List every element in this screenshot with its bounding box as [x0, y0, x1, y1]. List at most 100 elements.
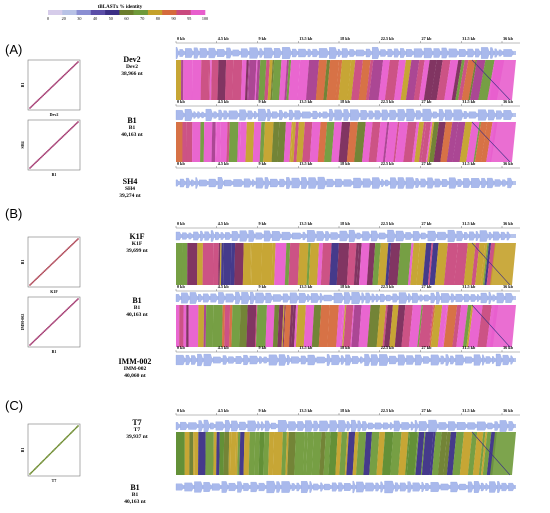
gene-arrow [406, 355, 415, 365]
identity-band [192, 122, 201, 162]
genome-size: 40,060 nt [124, 373, 146, 379]
gene-arrow [492, 356, 496, 364]
dot-plot-point [29, 167, 31, 169]
dot-plot-point [41, 461, 43, 463]
genome-name: B1 [132, 296, 141, 305]
dot-plot-point [69, 68, 72, 70]
identity-band [224, 60, 234, 100]
dot-plot-point [77, 298, 79, 300]
gene-arrow [255, 177, 265, 189]
gene-arrow [397, 354, 406, 366]
dot-plot-point [56, 317, 59, 320]
scale-tick-label: 9 kb [259, 99, 267, 104]
gene-arrow [310, 293, 320, 303]
identity-band [205, 305, 214, 347]
gene-arrow [305, 420, 314, 432]
dot-plot-point [61, 313, 64, 315]
gene-arrow [349, 49, 356, 57]
gene-arrow [420, 232, 428, 240]
identity-band [283, 305, 292, 347]
gene-arrow [313, 483, 321, 491]
gene-arrow [508, 421, 515, 431]
identity-band [295, 305, 306, 347]
gene-arrow [475, 231, 480, 241]
identity-band [311, 305, 322, 347]
gene-arrow [210, 293, 218, 303]
gene-arrow [440, 355, 446, 365]
gene-arrow [193, 111, 198, 119]
identity-band [246, 305, 257, 347]
gene-arrow [249, 355, 259, 365]
gene-arrow [286, 177, 292, 189]
kb-scale: 0 kb 4.5 kb 9 kb 13.5 kb 18 kb 22.5 kb 27 kb 31… [175, 408, 520, 416]
identity-band [427, 243, 434, 285]
dot-plot-point [59, 443, 61, 445]
identity-band [183, 305, 187, 347]
dot-plot: B1 SH4 [20, 119, 81, 177]
scale-tick-label: 22.5 kb [381, 36, 395, 41]
identity-band [462, 305, 472, 347]
gene-arrow [268, 354, 279, 366]
identity-band [281, 305, 285, 347]
identity-band [467, 432, 478, 475]
scale-tick-label: 9 kb [259, 161, 267, 166]
dot-plot-point [50, 146, 53, 149]
dot-plot-point [71, 126, 73, 129]
gene-arrow [308, 177, 318, 189]
dot-plot-point [53, 144, 55, 146]
dot-plot-point [45, 268, 48, 270]
gene-arrow [480, 292, 489, 304]
identity-band [471, 243, 480, 285]
dot-plot-point [57, 256, 60, 259]
identity-band [289, 122, 294, 162]
gene-arrow [175, 231, 182, 241]
dot-plot-point [54, 259, 57, 262]
dot-plot-point [50, 323, 53, 326]
dot-plot-point [44, 457, 47, 460]
dot-plot-point [74, 63, 77, 66]
dot-plot-point [62, 311, 65, 314]
gene-arrow [360, 110, 369, 120]
gene-arrow [338, 482, 344, 492]
legend-swatch [62, 10, 77, 15]
identity-band [461, 60, 476, 100]
gene-arrow [481, 178, 487, 188]
identity-band [268, 432, 275, 475]
identity-band [235, 432, 239, 475]
scale-tick-label: 31.5 kb [462, 161, 476, 166]
identity-band [214, 122, 217, 162]
identity-band [376, 432, 386, 475]
gene-arrow [408, 293, 412, 303]
gene-arrow [467, 422, 477, 430]
gene-arrow [437, 231, 448, 241]
gene-track [175, 353, 516, 367]
identity-band [387, 243, 401, 285]
identity-band [176, 243, 183, 285]
identity-band [284, 243, 291, 285]
gene-arrow [243, 178, 252, 188]
dot-plot-point [55, 446, 58, 449]
identity-band [216, 432, 220, 475]
gene-arrow [343, 179, 353, 187]
gene-arrow [343, 109, 350, 121]
gene-arrow [190, 179, 196, 187]
gene-arrow [291, 483, 297, 491]
comparison-bands [176, 304, 516, 348]
identity-band [228, 122, 239, 162]
gene-arrow [348, 229, 357, 243]
identity-band [393, 60, 406, 100]
gene-arrow [397, 109, 407, 121]
dot-plot-point [68, 69, 71, 71]
gene-arrow [184, 109, 194, 121]
dot-plot-point [38, 157, 41, 160]
gene-arrow [379, 354, 389, 366]
gene-arrow [368, 110, 375, 120]
dot-plot-point [73, 301, 76, 304]
dot-plot-point [42, 154, 45, 157]
identity-band [326, 60, 340, 100]
identity-band [335, 60, 343, 100]
dot-plot-point [63, 250, 66, 253]
dot-plot-point [62, 251, 65, 254]
gene-arrow [433, 48, 442, 58]
scale-tick-label: 31.5 kb [462, 99, 476, 104]
